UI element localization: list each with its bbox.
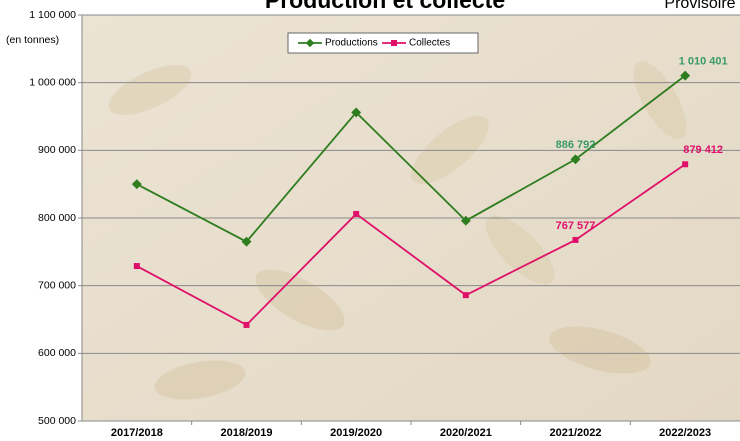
x-tick-label: 2017/2018 (111, 427, 163, 439)
status-note: Provisoire (664, 0, 735, 12)
chart: Production et collecte Provisoire (en to… (0, 0, 740, 441)
legend-marker (391, 40, 397, 46)
x-tick-label: 2022/2023 (659, 427, 711, 439)
y-tick-label: 1 100 000 (29, 9, 76, 21)
x-tick-label: 2019/2020 (330, 427, 382, 439)
y-tick-label: 1 000 000 (29, 76, 76, 88)
x-tick-label: 2021/2022 (550, 427, 602, 439)
x-tick-label: 2020/2021 (440, 427, 492, 439)
marker (244, 322, 250, 328)
marker (463, 292, 469, 298)
marker (353, 211, 359, 217)
y-tick-label: 800 000 (38, 212, 76, 224)
legend-label: Collectes (409, 38, 450, 49)
marker (573, 237, 579, 243)
marker (682, 161, 688, 167)
value-label: 879 412 (683, 144, 723, 156)
legend-label: Productions (325, 38, 378, 49)
value-label: 767 577 (556, 220, 596, 232)
page: Production et collecte Provisoire (en to… (0, 0, 740, 441)
y-tick-label: 900 000 (38, 144, 76, 156)
chart-title: Production et collecte (265, 0, 505, 13)
y-tick-label: 500 000 (38, 415, 76, 427)
value-label: 886 792 (556, 139, 596, 151)
y-tick-label: 600 000 (38, 347, 76, 359)
value-label: 1 010 401 (679, 56, 728, 68)
x-tick-label: 2018/2019 (221, 427, 273, 439)
y-tick-label: 700 000 (38, 279, 76, 291)
marker (134, 263, 140, 269)
unit-label: (en tonnes) (6, 34, 59, 46)
